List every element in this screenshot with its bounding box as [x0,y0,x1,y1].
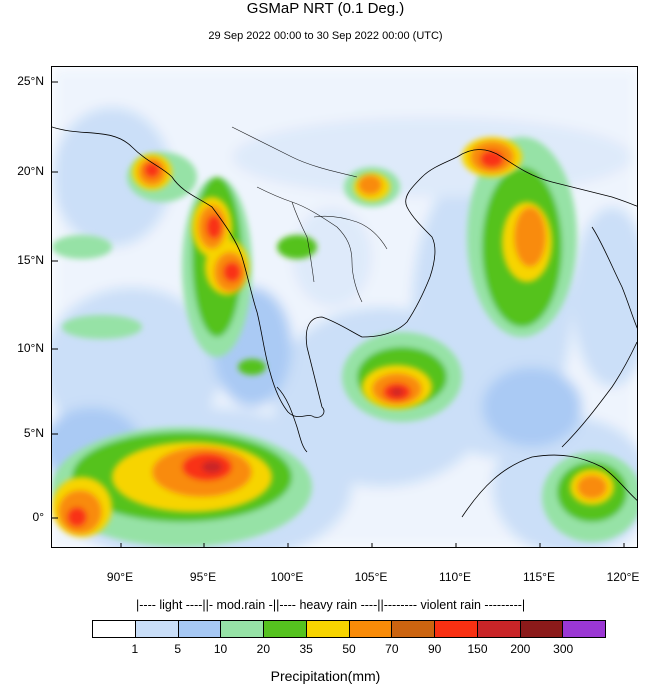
legend-swatch-1 [135,621,179,637]
legend-axis-title: Precipitation(mm) [270,668,381,684]
legend-swatch-4 [264,621,307,637]
legend-swatch-11 [563,621,605,637]
legend-swatch-3 [221,621,264,637]
map-subtitle: 29 Sep 2022 00:00 to 30 Sep 2022 00:00 (… [208,30,443,42]
precipitation-map [51,66,638,548]
legend-boundary-label: 1 [131,642,139,656]
lon-label-105e: 105°E [354,570,388,584]
legend-boundary-label: 70 [385,642,399,656]
lat-label-15n: 15°N [17,253,44,267]
legend-category-header: |---- light ----||- mod.rain -||---- hea… [136,598,526,612]
legend-boundary-label: 150 [467,642,488,656]
legend-boundary-label: 5 [174,642,181,656]
legend-swatch-6 [349,621,393,637]
legend-boundary-label: 20 [256,642,270,656]
lat-label-0: 0° [32,510,44,524]
legend-swatch-9 [477,621,521,637]
legend-swatch-7 [392,621,435,637]
legend-colorbar [92,620,606,638]
legend-boundary-label: 35 [299,642,313,656]
legend-swatch-8 [435,621,478,637]
lat-label-10n: 10°N [17,341,44,355]
legend-swatch-5 [306,621,350,637]
lon-label-95e: 95°E [189,570,217,584]
legend-boundary-label: 50 [342,642,356,656]
legend-swatch-0 [93,621,136,637]
lon-label-115e: 115°E [523,570,555,584]
precipitation-field [52,67,637,547]
legend-boundary-label: 10 [213,642,228,656]
lat-label-25n: 25°N [17,74,44,88]
map-title: GSMaP NRT (0.1 Deg.) [246,0,405,17]
legend-boundary-label: 300 [553,642,574,656]
legend-swatch-2 [178,621,222,637]
lon-label-100e: 100°E [270,570,304,584]
legend-swatch-10 [520,621,564,637]
lon-label-110e: 110°E [439,570,471,584]
lon-label-90e: 90°E [106,570,134,584]
lon-label-120e: 120°E [606,570,640,584]
legend-boundary-label: 200 [510,642,531,656]
lat-label-20n: 20°N [17,164,44,178]
lat-label-5n: 5°N [23,426,44,440]
legend-boundary-label: 90 [427,642,442,656]
